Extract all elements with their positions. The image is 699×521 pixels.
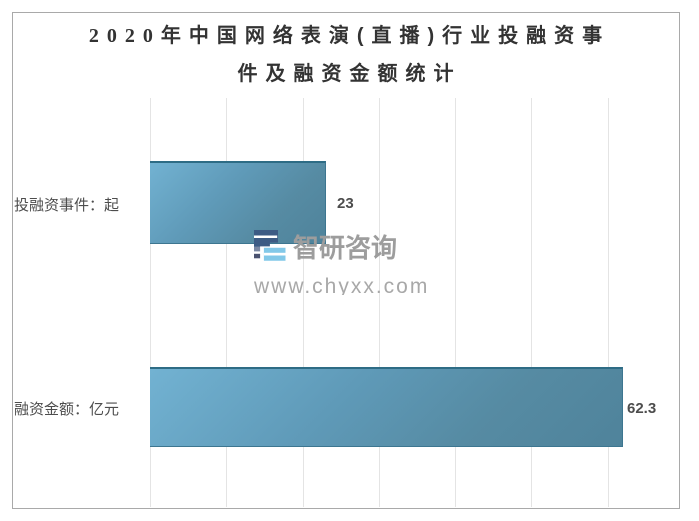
svg-text:智研咨询: 智研咨询: [293, 233, 397, 263]
svg-text:www.chyxx.com: www.chyxx.com: [254, 275, 429, 295]
